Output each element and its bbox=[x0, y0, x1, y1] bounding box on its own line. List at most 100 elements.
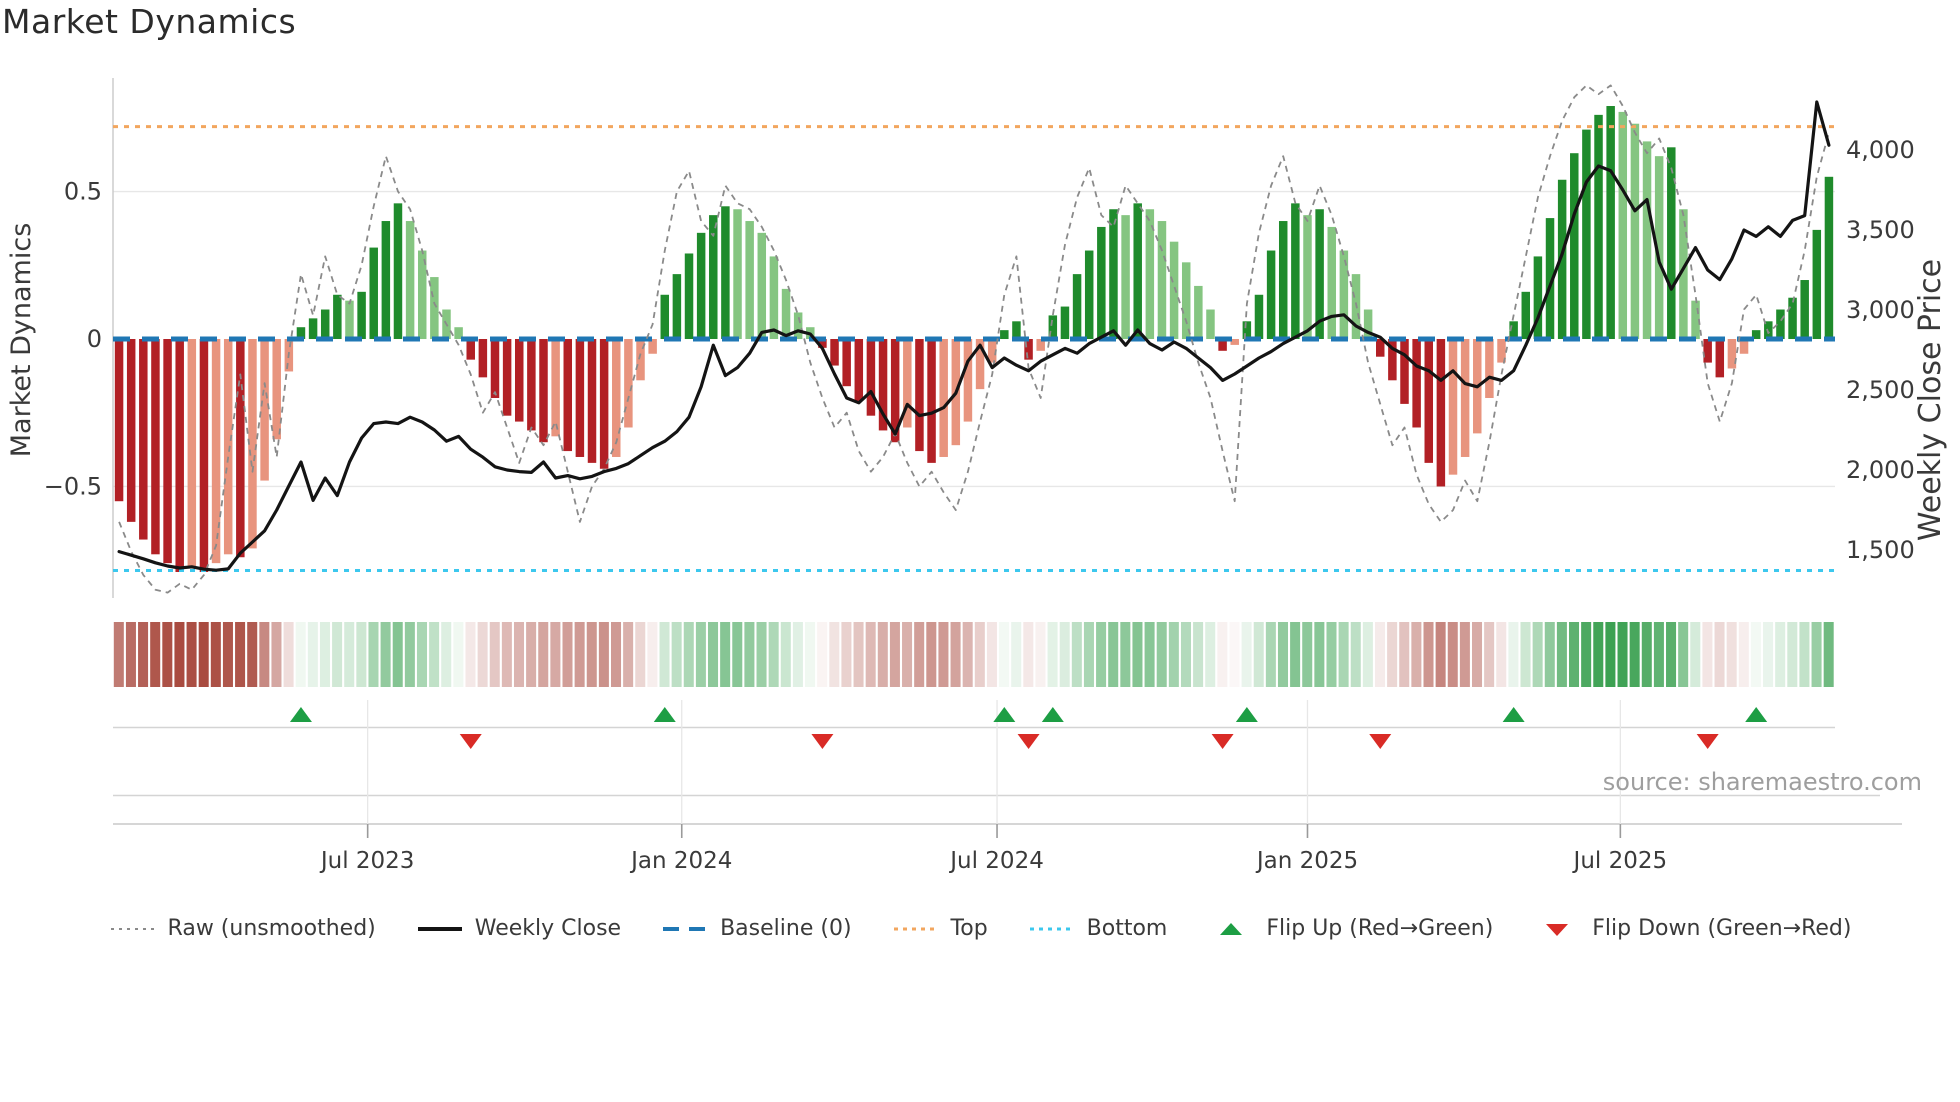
heatmap-cell bbox=[501, 622, 512, 687]
heatmap-cell bbox=[174, 622, 185, 687]
oscillator-bar bbox=[1691, 300, 1700, 340]
oscillator-bar bbox=[1703, 339, 1712, 363]
oscillator-bar bbox=[1667, 147, 1676, 340]
oscillator-bar bbox=[393, 203, 403, 340]
oscillator-bar bbox=[939, 339, 948, 457]
heatmap-cell bbox=[1471, 622, 1483, 687]
heatmap-cell bbox=[1459, 622, 1470, 687]
oscillator-bar bbox=[854, 339, 864, 401]
heatmap-cell bbox=[1714, 622, 1725, 687]
oscillator-bar bbox=[733, 209, 742, 340]
oscillator-bar bbox=[381, 221, 391, 340]
heatmap-cell bbox=[1071, 622, 1082, 687]
legend-item-bottom[interactable]: Bottom bbox=[1028, 916, 1167, 941]
legend-item-close[interactable]: Weekly Close bbox=[416, 916, 621, 941]
oscillator-bar bbox=[139, 339, 148, 540]
oscillator-bar bbox=[1291, 203, 1300, 340]
heatmap-cell bbox=[1326, 622, 1337, 687]
oscillator-bar bbox=[1218, 339, 1227, 351]
flip-down-marker bbox=[1696, 734, 1719, 749]
weekly-close-line bbox=[117, 100, 1831, 572]
oscillator-bar bbox=[1509, 321, 1518, 340]
heatmap-cell bbox=[841, 622, 852, 687]
oscillator-bar bbox=[624, 339, 633, 428]
heatmap-cell bbox=[756, 622, 767, 687]
oscillator-bar bbox=[599, 339, 609, 469]
oscillator-bar bbox=[1497, 339, 1506, 363]
oscillator-bar bbox=[151, 339, 160, 555]
axis-labels-layer: Jul 2023 Jan 2024 Jul 2024 Jan 2025 Jul 2025… bbox=[44, 136, 1915, 874]
oscillator-bar bbox=[1545, 218, 1555, 340]
oscillator-bar bbox=[1606, 106, 1615, 340]
left-axis-tick-label: 0 bbox=[87, 325, 102, 353]
heatmap-cell bbox=[902, 622, 913, 687]
heatmap-cell bbox=[404, 622, 415, 687]
heatmap-cell bbox=[562, 622, 573, 687]
legend-item-baseline[interactable]: Baseline (0) bbox=[661, 916, 852, 941]
heatmap-cell bbox=[356, 622, 367, 687]
oscillator-bar bbox=[1060, 306, 1070, 340]
x-tick-label: Jul 2024 bbox=[948, 848, 1044, 874]
oscillator-bar bbox=[175, 339, 184, 572]
oscillator-bar bbox=[502, 339, 512, 416]
oscillator-bar bbox=[1739, 339, 1749, 354]
heatmap-cell bbox=[623, 622, 634, 687]
oscillator-bar bbox=[515, 339, 524, 422]
heatmap-cell bbox=[1193, 622, 1204, 687]
flip-up-marker bbox=[1235, 707, 1258, 722]
oscillator-bar bbox=[818, 339, 827, 348]
heatmap-cell bbox=[1253, 622, 1264, 687]
oscillator-bar bbox=[1751, 330, 1761, 340]
legend-item-flip-up[interactable]: Flip Up (Red→Green) bbox=[1207, 916, 1493, 941]
legend-item-label: Baseline (0) bbox=[720, 916, 852, 941]
legend-item-raw[interactable]: Raw (unsmoothed) bbox=[109, 916, 376, 941]
oscillator-bar bbox=[163, 339, 172, 564]
heatmap-cell bbox=[865, 622, 876, 687]
oscillator-bar bbox=[1776, 309, 1785, 340]
oscillator-bar bbox=[1254, 294, 1264, 340]
oscillator-bar bbox=[563, 339, 572, 452]
heatmap-cell bbox=[1666, 622, 1677, 687]
flip-down-icon bbox=[1546, 923, 1569, 936]
oscillator-bar bbox=[1812, 229, 1822, 340]
heatmap-cell bbox=[962, 622, 973, 687]
heatmap-cell bbox=[792, 622, 803, 687]
heatmap-cell bbox=[1265, 622, 1276, 687]
heatmap-cell bbox=[453, 622, 464, 687]
heatmap-cell bbox=[877, 622, 888, 687]
oscillator-bar bbox=[1363, 309, 1373, 340]
heatmap-cell bbox=[186, 622, 197, 687]
oscillator-bar bbox=[223, 339, 233, 555]
raw-line bbox=[118, 84, 1830, 594]
heatmap-cell bbox=[999, 622, 1010, 687]
oscillator-bar bbox=[345, 300, 354, 340]
legend-item-flip-down[interactable]: Flip Down (Green→Red) bbox=[1533, 916, 1851, 941]
heatmap-cell bbox=[138, 622, 149, 687]
heatmap-cell bbox=[768, 622, 779, 687]
heatmap-cell bbox=[259, 622, 270, 687]
legend-line-swatch bbox=[1029, 927, 1074, 930]
legend-item-top[interactable]: Top bbox=[892, 916, 988, 941]
flip-up-marker bbox=[1502, 707, 1525, 722]
oscillator-bar bbox=[1133, 203, 1142, 340]
heatmap-cell bbox=[1011, 622, 1022, 687]
oscillator-bar bbox=[1072, 274, 1082, 340]
oscillator-bar bbox=[721, 206, 730, 340]
heatmap-cell bbox=[1338, 622, 1349, 687]
heatmap-cell bbox=[1799, 622, 1810, 687]
heatmap-cell bbox=[805, 622, 816, 687]
flip-up-marker bbox=[653, 707, 676, 722]
right-axis-tick-label: 4,000 bbox=[1846, 136, 1915, 164]
oscillator-bar bbox=[114, 339, 124, 502]
series-lines-layer bbox=[117, 84, 1831, 594]
oscillator-bar bbox=[1339, 250, 1349, 340]
heatmap-cell bbox=[1314, 622, 1325, 687]
heatmap-cell bbox=[671, 622, 682, 687]
right-axis-title: Weekly Close Price bbox=[1913, 259, 1948, 541]
heatmap-cell bbox=[271, 622, 282, 687]
heatmap-cell bbox=[1350, 622, 1361, 687]
heatmap-cell bbox=[1750, 622, 1761, 687]
oscillator-bar bbox=[1230, 339, 1239, 345]
heatmap-cell bbox=[332, 622, 343, 687]
oscillator-bar bbox=[866, 339, 876, 416]
